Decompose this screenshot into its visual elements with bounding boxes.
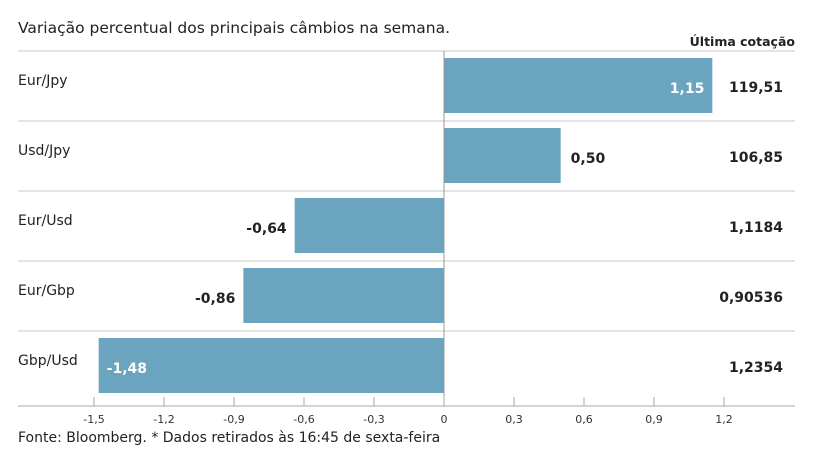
quote-value: 1,2354: [729, 360, 783, 376]
category-label: Eur/Gbp: [18, 283, 75, 299]
bar-eur-jpy: [444, 58, 713, 113]
bar-gbp-usd: [98, 338, 444, 393]
category-label: Usd/Jpy: [18, 143, 70, 159]
category-label: Eur/Jpy: [18, 73, 68, 89]
x-tick-label: -0,3: [363, 413, 384, 426]
chart-title: Variação percentual dos principais câmbi…: [18, 19, 450, 37]
category-label: Eur/Usd: [18, 213, 73, 229]
bar-eur-usd: [294, 198, 444, 253]
x-tick-label: 0: [441, 413, 448, 426]
footnote: Fonte: Bloomberg. * Dados retirados às 1…: [18, 430, 440, 446]
bar-eur-gbp: [243, 268, 444, 323]
x-tick-label: 0,3: [505, 413, 523, 426]
quote-header: Última cotação: [690, 34, 796, 49]
value-label: 1,15: [670, 81, 705, 97]
x-tick-label: 1,2: [715, 413, 733, 426]
value-label: -0,86: [195, 291, 235, 307]
value-label: -1,48: [107, 361, 147, 377]
x-tick-label: -0,9: [223, 413, 244, 426]
quote-value: 106,85: [729, 150, 783, 166]
x-tick-label: 0,6: [575, 413, 593, 426]
x-tick-label: -0,6: [293, 413, 314, 426]
x-tick-label: -1,2: [153, 413, 174, 426]
quote-value: 119,51: [729, 80, 783, 96]
value-label: 0,50: [571, 151, 606, 167]
quote-value: 1,1184: [729, 220, 783, 236]
category-label: Gbp/Usd: [18, 353, 78, 369]
quote-value: 0,90536: [719, 290, 783, 306]
value-label: -0,64: [246, 221, 287, 237]
x-tick-label: 0,9: [645, 413, 663, 426]
bar-usd-jpy: [444, 128, 561, 183]
x-tick-label: -1,5: [83, 413, 104, 426]
